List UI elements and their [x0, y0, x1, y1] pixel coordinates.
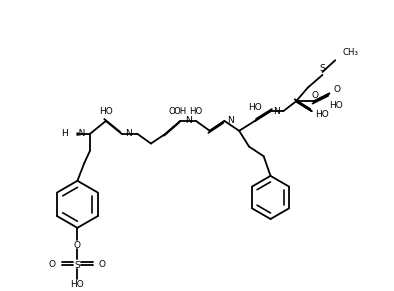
Text: HO: HO	[99, 107, 113, 116]
Text: N: N	[227, 116, 234, 125]
Text: ₂N: ₂N	[75, 129, 86, 138]
Text: S: S	[74, 260, 80, 269]
Text: O: O	[99, 260, 106, 269]
Text: N: N	[185, 116, 192, 125]
Text: N: N	[273, 107, 280, 116]
Text: HO: HO	[329, 101, 343, 110]
Text: O: O	[74, 241, 81, 250]
Text: O: O	[169, 107, 176, 116]
Text: O: O	[312, 91, 319, 100]
Text: HO: HO	[190, 107, 203, 116]
Text: CH₃: CH₃	[342, 48, 358, 57]
Text: O: O	[333, 85, 340, 94]
Text: H: H	[61, 129, 68, 138]
Text: N: N	[125, 129, 132, 138]
Text: HO: HO	[71, 280, 84, 289]
Text: O: O	[49, 260, 56, 269]
Text: S: S	[320, 63, 325, 72]
Text: HO: HO	[248, 103, 262, 112]
Text: OH: OH	[174, 107, 187, 116]
Text: HO: HO	[316, 110, 329, 119]
